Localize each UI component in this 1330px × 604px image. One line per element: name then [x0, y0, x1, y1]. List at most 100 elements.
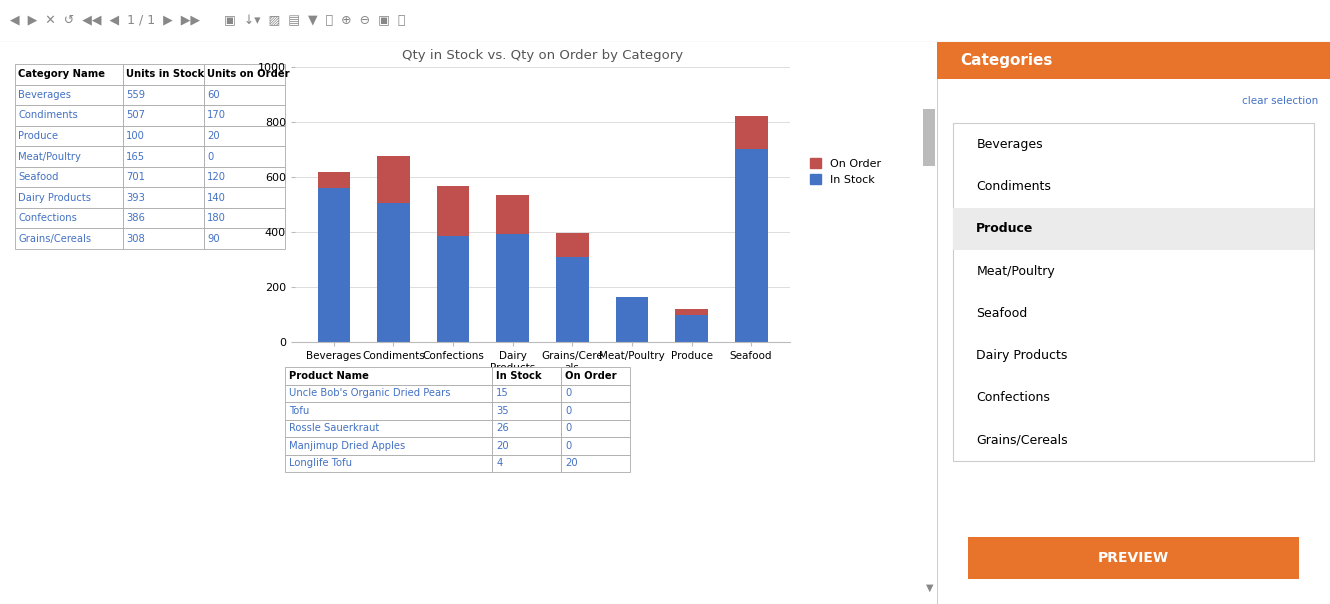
- Text: 15: 15: [496, 388, 509, 398]
- Text: 0: 0: [565, 388, 572, 398]
- Bar: [15, 167, 122, 187]
- Bar: [561, 437, 630, 454]
- Text: Dairy Products: Dairy Products: [976, 349, 1068, 362]
- Bar: [968, 536, 1298, 579]
- Text: Uncle Bob's Organic Dried Pears: Uncle Bob's Organic Dried Pears: [289, 388, 451, 398]
- Text: On Order: On Order: [565, 371, 617, 381]
- Bar: [285, 402, 492, 420]
- Bar: [285, 437, 492, 454]
- Bar: [378, 202, 410, 342]
- Text: 0: 0: [565, 406, 572, 416]
- Text: Manjimup Dried Apples: Manjimup Dried Apples: [289, 441, 406, 451]
- Bar: [556, 257, 589, 342]
- Bar: [492, 420, 561, 437]
- Bar: [15, 126, 122, 146]
- Bar: [938, 42, 1330, 79]
- Text: Produce: Produce: [976, 222, 1033, 236]
- Text: 20: 20: [207, 131, 219, 141]
- Bar: [203, 146, 285, 167]
- Text: Produce: Produce: [19, 131, 59, 141]
- Text: PREVIEW: PREVIEW: [1099, 551, 1169, 565]
- Text: 4: 4: [496, 458, 503, 468]
- Text: 165: 165: [126, 152, 145, 161]
- Bar: [203, 105, 285, 126]
- Text: 35: 35: [496, 406, 509, 416]
- Bar: [15, 85, 122, 105]
- Text: Seafood: Seafood: [976, 307, 1028, 320]
- Bar: [734, 149, 767, 342]
- Bar: [122, 126, 203, 146]
- Text: Longlife Tofu: Longlife Tofu: [289, 458, 352, 468]
- Bar: [203, 85, 285, 105]
- Text: Units in Stock: Units in Stock: [126, 69, 205, 79]
- Text: Seafood: Seafood: [19, 172, 59, 182]
- Bar: [952, 208, 1314, 250]
- Bar: [436, 236, 469, 342]
- Text: Rossle Sauerkraut: Rossle Sauerkraut: [289, 423, 379, 433]
- Text: 120: 120: [207, 172, 226, 182]
- Bar: [285, 454, 492, 472]
- Bar: [122, 146, 203, 167]
- Text: Grains/Cereals: Grains/Cereals: [976, 433, 1068, 446]
- Bar: [676, 315, 708, 342]
- Text: Meat/Poultry: Meat/Poultry: [19, 152, 81, 161]
- Bar: [15, 146, 122, 167]
- Text: 180: 180: [207, 213, 226, 223]
- Text: 507: 507: [126, 111, 145, 120]
- Text: 393: 393: [126, 193, 145, 202]
- Bar: [318, 172, 350, 188]
- Bar: [561, 385, 630, 402]
- Text: Categories: Categories: [960, 53, 1053, 68]
- Text: 20: 20: [496, 441, 509, 451]
- Bar: [122, 85, 203, 105]
- Text: Tofu: Tofu: [289, 406, 310, 416]
- Bar: [122, 228, 203, 249]
- Bar: [561, 454, 630, 472]
- Text: Confections: Confections: [976, 391, 1051, 404]
- Bar: [492, 437, 561, 454]
- Text: 0: 0: [565, 441, 572, 451]
- Bar: [122, 187, 203, 208]
- Text: Dairy Products: Dairy Products: [19, 193, 92, 202]
- Text: Units on Order: Units on Order: [207, 69, 290, 79]
- Bar: [285, 367, 492, 385]
- Bar: [203, 208, 285, 228]
- Text: Grains/Cereals: Grains/Cereals: [19, 234, 92, 244]
- Bar: [285, 385, 492, 402]
- Bar: [952, 123, 1314, 461]
- Bar: [122, 64, 203, 85]
- Text: Condiments: Condiments: [19, 111, 78, 120]
- Bar: [15, 228, 122, 249]
- Bar: [203, 126, 285, 146]
- Text: 100: 100: [126, 131, 145, 141]
- Text: Condiments: Condiments: [976, 180, 1051, 193]
- Text: Product Name: Product Name: [289, 371, 368, 381]
- Text: 0: 0: [565, 423, 572, 433]
- Text: 701: 701: [126, 172, 145, 182]
- Bar: [203, 64, 285, 85]
- Text: 0: 0: [207, 152, 214, 161]
- Legend: On Order, In Stock: On Order, In Stock: [806, 153, 886, 190]
- Text: Category Name: Category Name: [19, 69, 105, 79]
- Bar: [203, 167, 285, 187]
- Bar: [676, 309, 708, 315]
- Bar: [496, 196, 529, 234]
- Text: Confections: Confections: [19, 213, 77, 223]
- Text: In Stock: In Stock: [496, 371, 541, 381]
- Bar: [285, 420, 492, 437]
- Text: 140: 140: [207, 193, 226, 202]
- Text: 20: 20: [565, 458, 577, 468]
- Bar: [203, 228, 285, 249]
- Bar: [122, 208, 203, 228]
- Text: Beverages: Beverages: [19, 90, 72, 100]
- Bar: [734, 116, 767, 149]
- Bar: [318, 188, 350, 342]
- Bar: [923, 109, 935, 165]
- Text: 90: 90: [207, 234, 219, 244]
- Bar: [561, 420, 630, 437]
- Text: 60: 60: [207, 90, 219, 100]
- Text: ◀  ▶  ✕  ↺  ◀◀  ◀  1 / 1  ▶  ▶▶      ▣  ↓▾  ▨  ▤  ▼  🔍  ⊕  ⊖  ▣  🔍: ◀ ▶ ✕ ↺ ◀◀ ◀ 1 / 1 ▶ ▶▶ ▣ ↓▾ ▨ ▤ ▼ 🔍 ⊕ ⊖…: [11, 14, 406, 28]
- Bar: [496, 234, 529, 342]
- Text: Meat/Poultry: Meat/Poultry: [976, 265, 1055, 277]
- Bar: [378, 156, 410, 202]
